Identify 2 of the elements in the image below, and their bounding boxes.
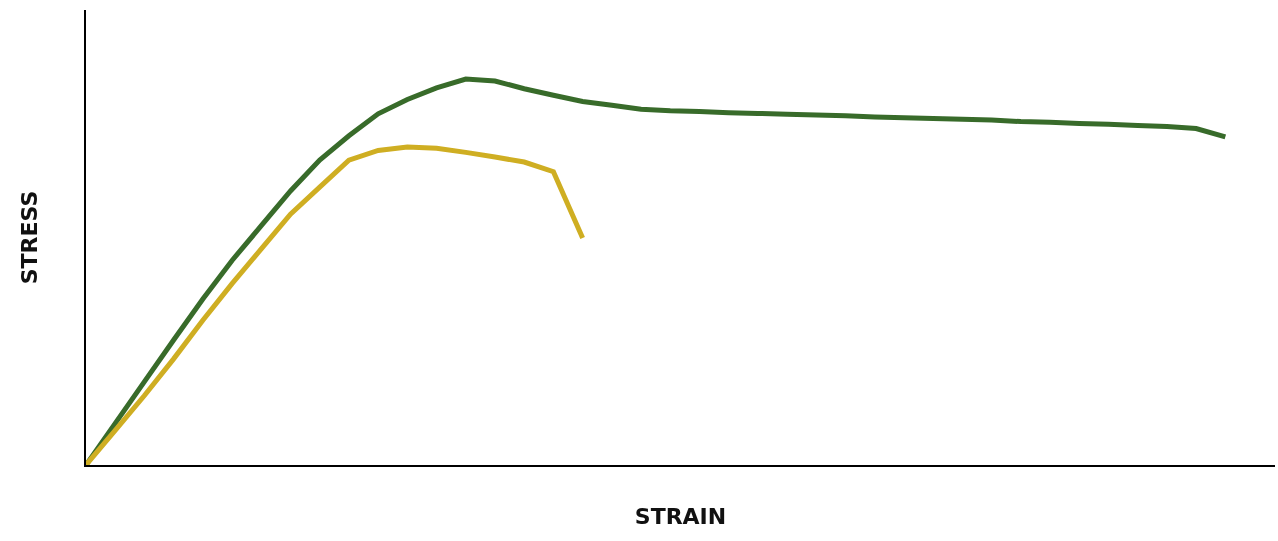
x-axis-title: STRAIN [634, 503, 727, 529]
y-axis-title: STRESS [17, 190, 43, 285]
